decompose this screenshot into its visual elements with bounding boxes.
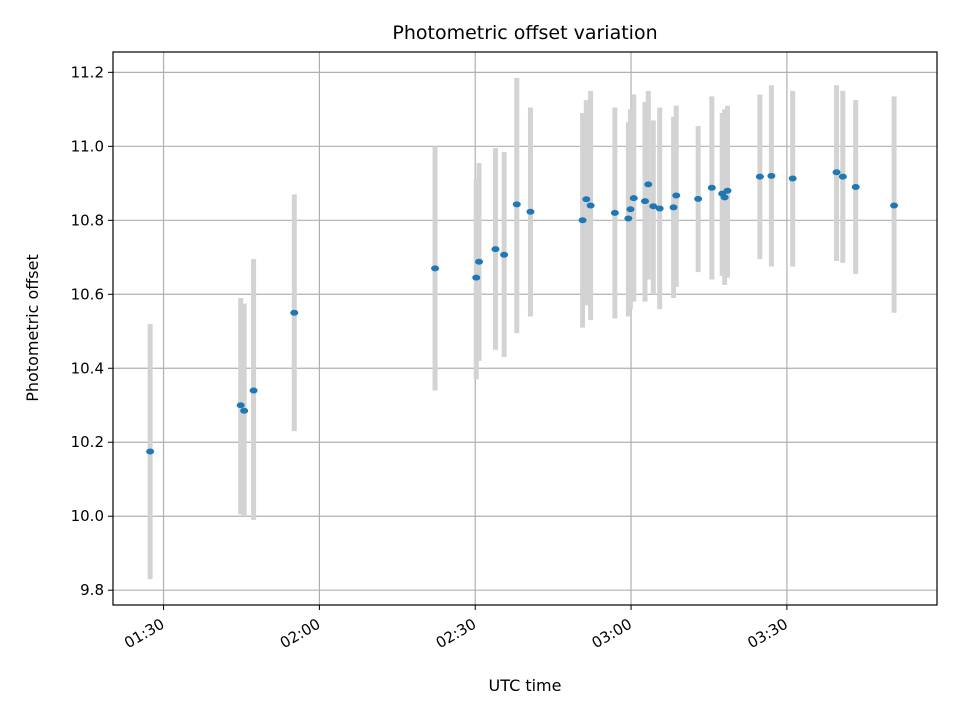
data-point [431, 265, 440, 272]
data-point [472, 274, 481, 281]
data-point [890, 202, 899, 209]
data-points [146, 169, 899, 455]
data-point [644, 181, 653, 188]
data-point [788, 175, 797, 182]
data-point [720, 194, 729, 201]
x-tick-label: 02:30 [433, 615, 479, 652]
x-tick-label: 03:00 [589, 615, 635, 652]
data-point [723, 187, 732, 194]
data-point [512, 201, 521, 208]
y-tick-label: 11.2 [71, 63, 104, 81]
data-point [649, 203, 658, 210]
data-point [832, 169, 841, 176]
data-point [249, 387, 258, 394]
y-axis-label: Photometric offset [23, 254, 42, 402]
y-tick-label: 9.8 [80, 581, 104, 599]
data-point [707, 184, 716, 191]
data-point [500, 251, 509, 258]
y-tick-label: 10.4 [71, 359, 104, 377]
x-tick-label: 01:30 [121, 615, 167, 652]
data-point [838, 173, 847, 180]
data-point [669, 204, 678, 211]
y-axis-ticks: 9.8 10.0 10.2 10.4 10.6 10.8 11.0 11.2 [71, 63, 113, 599]
data-point [672, 192, 681, 199]
data-point [491, 246, 500, 253]
data-point [629, 195, 638, 202]
data-point [240, 407, 249, 414]
x-tick-label: 03:30 [744, 615, 790, 652]
y-tick-label: 10.8 [71, 211, 104, 229]
data-point [578, 217, 587, 224]
y-tick-label: 10.6 [71, 285, 104, 303]
y-tick-label: 11.0 [71, 137, 104, 155]
data-point [610, 209, 619, 216]
data-point [475, 258, 484, 265]
chart-title: Photometric offset variation [392, 22, 657, 44]
data-point [755, 173, 764, 180]
data-point [655, 205, 664, 212]
data-point [526, 208, 535, 215]
x-tick-label: 02:00 [277, 615, 323, 652]
data-point [146, 448, 155, 455]
error-bars [147, 77, 897, 580]
data-point [582, 196, 591, 203]
plot-frame [112, 51, 938, 606]
data-point [624, 215, 633, 222]
x-axis-label: UTC time [489, 676, 562, 695]
data-point [236, 402, 245, 409]
data-point [640, 198, 649, 205]
data-point [851, 184, 860, 191]
y-tick-label: 10.0 [71, 507, 104, 525]
y-tick-label: 10.2 [71, 433, 104, 451]
data-point [767, 172, 776, 179]
x-axis-ticks: 01:30 02:00 02:30 03:00 03:30 [121, 605, 791, 652]
data-point [694, 195, 703, 202]
data-point [290, 309, 299, 316]
grid-lines [113, 52, 937, 605]
data-point [586, 202, 595, 209]
data-point [626, 206, 635, 213]
